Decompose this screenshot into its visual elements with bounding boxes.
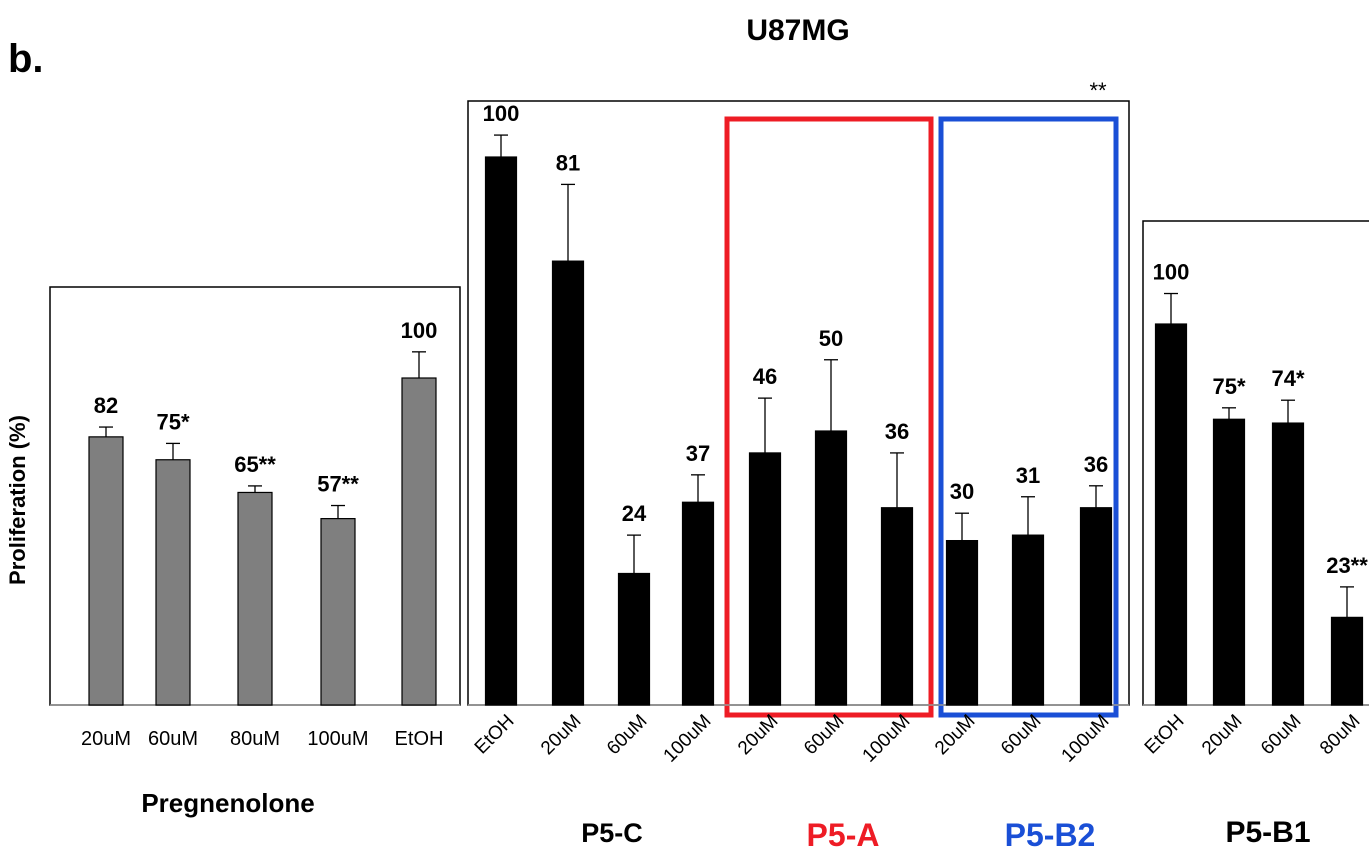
pregnenolone-bar-2 <box>237 491 273 706</box>
p5a-tick-label-1: 60uM <box>800 711 848 759</box>
p5b1-bar-3 <box>1330 616 1364 706</box>
bars-layer: 82 20uM 75* 60uM 65** 80uM 57** 100uM 100 EtOH 100… <box>50 101 1369 767</box>
y-axis-label: Proliferation (%) <box>5 415 30 585</box>
p5c-tick-label-2: 60uM <box>603 711 651 759</box>
pregnenolone-tick-label-4: EtOH <box>395 728 444 750</box>
pregnenolone-data-label-4: 100 <box>401 318 438 343</box>
p5c-bar-1 <box>551 260 585 706</box>
p5c-bar-0 <box>484 156 518 706</box>
chart-title: U87MG <box>746 14 849 47</box>
pregnenolone-tick-label-3: 100uM <box>307 728 368 750</box>
p5b1-bar-0 <box>1154 323 1188 706</box>
p5b2-bar-2 <box>1079 507 1113 706</box>
p5b1-tick-label-2: 60uM <box>1257 711 1305 759</box>
p5a-tick-label-2: 100uM <box>859 711 915 767</box>
p5b2-data-label-0: 30 <box>950 479 974 504</box>
p5c-data-label-0: 100 <box>483 101 520 126</box>
group-label-p5c: P5-C <box>581 818 643 848</box>
p5a-box <box>724 116 934 718</box>
pregnenolone-tick-label-2: 80uM <box>230 728 280 750</box>
p5a-data-label-2: 36 <box>885 419 909 444</box>
pregnenolone-bar-1 <box>155 459 191 706</box>
p5b2-tick-label-2: 100uM <box>1058 711 1114 767</box>
p5b2-tick-label-1: 60uM <box>997 711 1045 759</box>
p5a-bar-1 <box>814 430 848 706</box>
p5c-tick-label-3: 100uM <box>660 711 716 767</box>
p5c-data-label-1: 81 <box>556 150 580 175</box>
p5b1-tick-label-0: EtOH <box>1141 711 1189 759</box>
group-label-p5a: P5-A <box>807 817 880 849</box>
p5b1-data-label-0: 100 <box>1153 260 1190 285</box>
p5a-data-label-0: 46 <box>753 364 777 389</box>
panel-label: b. <box>8 37 44 81</box>
pregnenolone-data-label-0: 82 <box>94 393 118 418</box>
p5c-data-label-3: 37 <box>686 441 710 466</box>
p5b2-data-label-2: 36 <box>1084 452 1108 477</box>
p5b1-data-label-2: 74* <box>1271 366 1304 391</box>
pregnenolone-bar-0 <box>88 436 124 706</box>
p5a-bar-0 <box>748 452 782 706</box>
pregnenolone-data-label-2: 65** <box>234 452 276 477</box>
group-label-p5b2: P5-B2 <box>1005 817 1096 849</box>
p5b1-data-label-3: 23** <box>1326 553 1368 578</box>
pregnenolone-tick-label-1: 60uM <box>148 728 198 750</box>
p5b1-tick-label-1: 20uM <box>1198 711 1246 759</box>
p5b1-data-label-1: 75* <box>1212 374 1245 399</box>
pregnenolone-bar-3 <box>320 518 356 706</box>
p5b2-box <box>938 116 1119 718</box>
p5c-bar-2 <box>617 572 651 706</box>
pregnenolone-tick-label-0: 20uM <box>81 728 131 750</box>
p5b2-tick-label-0: 20uM <box>931 711 979 759</box>
p5b2-bar-0 <box>945 539 979 706</box>
pregnenolone-data-label-1: 75* <box>156 409 189 434</box>
group-label-p5b1: P5-B1 <box>1225 816 1310 849</box>
p5c-data-label-2: 24 <box>622 501 647 526</box>
p5a-data-label-1: 50 <box>819 326 843 351</box>
p5c-tick-label-0: EtOH <box>471 711 519 759</box>
p5b2-bar-1 <box>1011 534 1045 706</box>
p5b1-tick-label-3: 80uM <box>1316 711 1364 759</box>
pregnenolone-data-label-3: 57** <box>317 472 359 497</box>
p5c-bar-3 <box>681 501 715 706</box>
p5b1-bar-2 <box>1271 422 1305 706</box>
p5b1-bar-1 <box>1212 418 1246 706</box>
p5c-tick-label-1: 20uM <box>537 711 585 759</box>
p5a-bar-2 <box>880 507 914 706</box>
pregnenolone-bar-4 <box>401 377 437 706</box>
top-annotation: ** <box>1089 78 1107 103</box>
p5b2-data-label-1: 31 <box>1016 463 1040 488</box>
p5a-tick-label-0: 20uM <box>734 711 782 759</box>
group-label-pregnenolone: Pregnenolone <box>141 788 314 818</box>
